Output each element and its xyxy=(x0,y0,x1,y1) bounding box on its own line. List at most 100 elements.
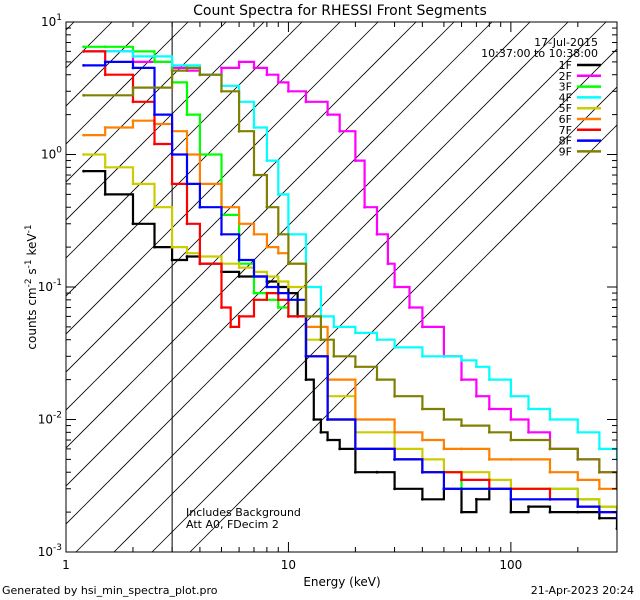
data-point-4F xyxy=(548,418,552,421)
legend-label: 1F xyxy=(559,59,572,72)
hatch-line xyxy=(66,22,493,449)
data-point-9F xyxy=(332,354,336,358)
data-point-1F xyxy=(82,169,85,173)
legend-label: 8F xyxy=(559,135,572,148)
series-9F xyxy=(82,66,617,491)
data-point-6F xyxy=(276,251,280,255)
legend-item-4F: 4F xyxy=(559,91,601,104)
data-point-7F xyxy=(265,291,269,295)
data-point-1F xyxy=(598,516,601,520)
data-point-6F xyxy=(509,458,513,461)
data-point-8F xyxy=(82,64,85,67)
chart-title: Count Spectra for RHESSI Front Segments xyxy=(193,3,487,19)
data-point-1F xyxy=(460,510,463,514)
series-8F xyxy=(82,60,617,520)
data-point-1F xyxy=(326,438,329,442)
data-point-2F xyxy=(276,81,280,84)
annotation-background: Includes Background xyxy=(186,506,301,519)
hatch-line xyxy=(66,22,303,259)
data-point-8F xyxy=(220,232,223,236)
data-point-1F xyxy=(185,255,189,258)
data-point-7F xyxy=(229,325,233,329)
data-point-2F xyxy=(386,262,390,266)
data-point-9F xyxy=(131,86,135,89)
data-point-9F xyxy=(170,69,174,72)
footer-timestamp: 21-Apr-2023 20:24 xyxy=(530,584,634,597)
data-point-1F xyxy=(338,447,342,451)
data-point-1F xyxy=(548,510,552,514)
legend-label: 7F xyxy=(559,124,572,137)
data-point-2F xyxy=(408,306,411,309)
data-point-3F xyxy=(82,45,85,49)
data-point-7F xyxy=(198,262,202,266)
data-point-9F xyxy=(198,73,202,77)
data-point-4F xyxy=(393,346,396,349)
legend-item-5F: 5F xyxy=(559,102,601,115)
data-point-4F xyxy=(332,325,336,329)
data-point-5F xyxy=(170,245,174,249)
data-point-2F xyxy=(252,66,256,70)
data-point-9F xyxy=(509,438,513,442)
data-point-5F xyxy=(131,182,135,186)
legend-item-8F: 8F xyxy=(559,135,601,148)
data-point-4F xyxy=(509,394,513,398)
y-axis-label: counts cm-2 s-1 keV-1 xyxy=(24,224,39,349)
legend-item-3F: 3F xyxy=(559,81,601,94)
data-point-6F xyxy=(421,438,424,442)
data-point-7F xyxy=(82,50,85,53)
data-point-2F xyxy=(509,418,513,421)
data-point-8F xyxy=(304,354,308,358)
data-point-9F xyxy=(393,394,396,398)
series-layer xyxy=(82,45,617,531)
data-point-9F xyxy=(460,424,463,427)
data-point-8F xyxy=(460,487,463,491)
series-1F xyxy=(82,169,617,531)
data-point-7F xyxy=(237,315,241,318)
legend-label: 4F xyxy=(559,91,572,104)
data-point-2F xyxy=(363,205,366,209)
data-point-4F xyxy=(475,365,478,369)
data-point-8F xyxy=(131,66,135,70)
y-tick-label: 101 xyxy=(41,13,62,29)
hatch-line xyxy=(189,124,617,552)
data-point-6F xyxy=(252,232,256,236)
y-tick-label: 10-3 xyxy=(38,543,62,559)
data-point-1F xyxy=(312,418,316,421)
legend-label: 2F xyxy=(559,70,572,83)
series-line-4F xyxy=(83,50,617,460)
data-point-6F xyxy=(393,430,396,434)
data-point-6F xyxy=(576,478,580,482)
legend-item-6F: 6F xyxy=(559,113,601,126)
data-point-1F xyxy=(170,258,174,262)
data-point-7F xyxy=(131,100,135,104)
data-point-9F xyxy=(576,458,580,461)
data-point-4F xyxy=(276,193,280,196)
data-point-8F xyxy=(442,487,446,491)
data-point-2F xyxy=(326,113,329,116)
data-point-1F xyxy=(131,222,135,226)
data-point-8F xyxy=(509,497,513,501)
data-point-1F xyxy=(475,497,478,501)
series-line-6F xyxy=(83,119,617,490)
data-point-4F xyxy=(354,331,357,335)
legend-label: 5F xyxy=(559,102,572,115)
data-point-1F xyxy=(153,245,156,249)
annotation-attenuator: Att A0, FDecim 2 xyxy=(186,518,279,531)
hatch-line xyxy=(66,22,265,221)
x-tick-label: 10 xyxy=(281,558,296,572)
data-point-7F xyxy=(287,315,290,318)
y-tick-label: 10-1 xyxy=(38,278,62,294)
data-point-5F xyxy=(82,153,85,156)
axis-ticks xyxy=(65,21,618,553)
data-point-2F xyxy=(527,430,530,434)
hatch-line xyxy=(66,22,189,145)
data-point-8F xyxy=(393,458,396,461)
data-point-8F xyxy=(252,275,256,278)
data-point-7F xyxy=(460,478,463,482)
data-point-8F xyxy=(576,505,580,508)
y-tick-label: 100 xyxy=(41,146,62,162)
generated-by-text: Generated by hsi_min_spectra_plot.pro xyxy=(2,584,218,597)
data-point-8F xyxy=(598,510,601,514)
